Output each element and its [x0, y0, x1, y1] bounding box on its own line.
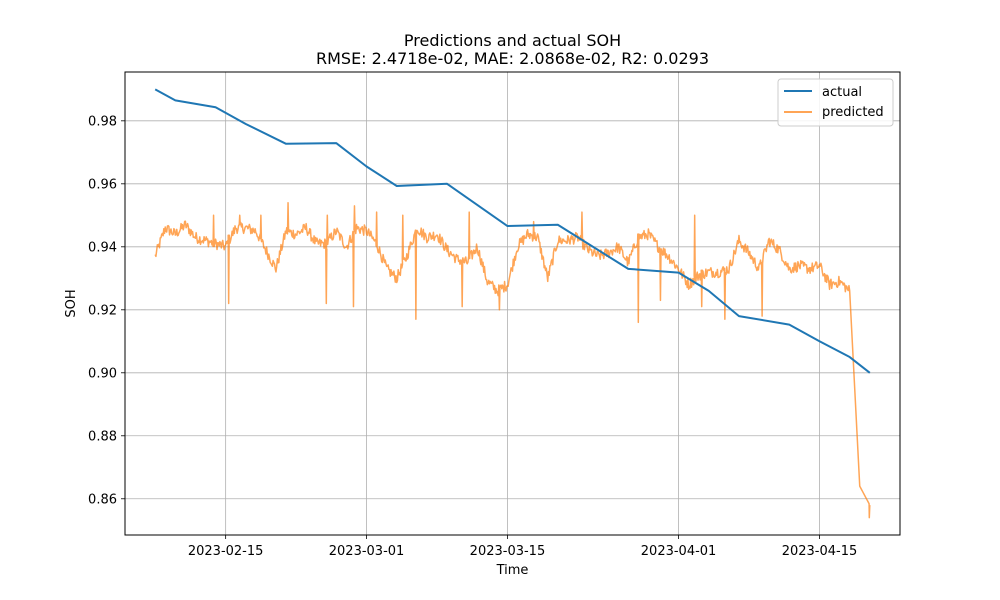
x-tick-label: 2023-03-01	[329, 544, 405, 559]
x-tick-label: 2023-03-15	[470, 544, 546, 559]
x-tick-label: 2023-02-15	[188, 544, 264, 559]
plot-frame	[124, 71, 901, 536]
chart-subtitle: RMSE: 2.4718e-02, MAE: 2.0868e-02, R2: 0…	[316, 49, 709, 68]
y-tick-label: 0.86	[88, 492, 117, 507]
y-tick-label: 0.88	[88, 429, 117, 444]
predicted-line	[154, 201, 871, 519]
x-tick-label: 2023-04-01	[641, 544, 717, 559]
x-tick-label: 2023-04-15	[782, 544, 858, 559]
chart-title: Predictions and actual SOH	[404, 31, 621, 50]
actual-line	[154, 88, 871, 374]
y-tick-label: 0.92	[88, 303, 117, 318]
legend: actual predicted	[777, 78, 894, 127]
y-tick-label: 0.94	[88, 240, 117, 255]
legend-label-actual: actual	[822, 85, 862, 100]
y-tick-label: 0.98	[88, 114, 117, 129]
series-lines	[154, 88, 871, 519]
legend-label-predicted: predicted	[822, 105, 884, 120]
grid	[125, 72, 900, 535]
y-tick-label: 0.90	[88, 366, 117, 381]
axis-ticks: 0.86 0.88 0.90 0.92 0.94 0.96 0.98 2023-02-15 20…	[88, 114, 857, 559]
x-axis-label: Time	[496, 563, 529, 578]
y-axis-label: SOH	[64, 289, 79, 317]
y-tick-label: 0.96	[88, 177, 117, 192]
